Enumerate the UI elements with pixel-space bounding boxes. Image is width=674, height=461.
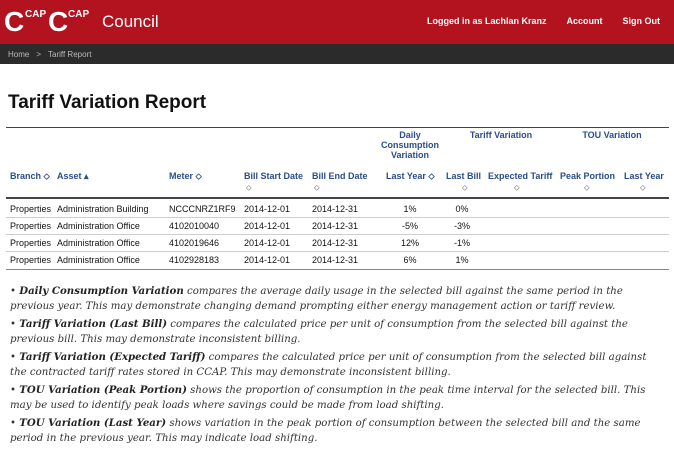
sort-icon[interactable]: ⬦ (246, 183, 252, 192)
sign-out-link[interactable]: Sign Out (622, 16, 661, 26)
column-header-asset[interactable]: Asset ▴ (57, 171, 89, 181)
cell-daily-last-year: 12% (400, 238, 419, 248)
column-header-meter-label: Meter (169, 171, 194, 181)
cell-branch: Properties (10, 221, 52, 231)
user-nav: Logged in as Lachlan Kranz Account Sign … (427, 16, 660, 26)
note-term: TOU Variation (Peak Portion) (19, 384, 187, 396)
cell-bill-end: 2014-12-31 (312, 221, 359, 231)
cell-asset: Administration Office (57, 221, 140, 231)
table-bottom-border (6, 269, 669, 270)
column-header-expected-tariff[interactable]: Expected Tariff (488, 171, 553, 181)
sort-icon[interactable]: ⬦ (584, 183, 590, 192)
logo-letter: C (4, 6, 25, 37)
sort-ascending-icon: ▴ (84, 171, 89, 181)
cell-bill-start: 2014-12-01 (244, 221, 291, 231)
cell-meter: NCCCNRZ1RF9 (169, 204, 236, 214)
note-term: Tariff Variation (Last Bill) (19, 318, 168, 330)
page-title: Tariff Variation Report (8, 92, 207, 113)
logo-letter: C (48, 6, 69, 37)
table-top-border (6, 127, 669, 128)
column-header-branch[interactable]: Branch ⬦ (10, 171, 50, 181)
cell-bill-start: 2014-12-01 (244, 238, 291, 248)
column-header-meter[interactable]: Meter ⬦ (169, 171, 202, 181)
cell-daily-last-year: 1% (403, 204, 417, 214)
sort-icon[interactable]: ⬦ (462, 183, 468, 192)
app-title: Council (102, 12, 159, 31)
row-divider (6, 234, 669, 235)
note-item: • Tariff Variation (Last Bill) compares … (10, 318, 628, 345)
cell-last-bill: 1% (455, 255, 469, 265)
column-header-last-bill[interactable]: Last Bill (446, 171, 482, 181)
row-divider (6, 251, 669, 252)
note-text: shows the proportion of consumption in t… (10, 385, 646, 411)
cell-bill-end: 2014-12-31 (312, 255, 359, 265)
cell-branch: Properties (10, 255, 52, 265)
sort-icon[interactable]: ⬦ (514, 183, 520, 192)
note-text: shows variation in the peak portion of c… (10, 418, 641, 444)
ccap-logo[interactable]: C CAP C CAP (4, 4, 94, 40)
note-item: • TOU Variation (Last Year) shows variat… (10, 417, 641, 444)
note-term: TOU Variation (Last Year) (19, 417, 167, 429)
cell-bill-start: 2014-12-01 (244, 255, 291, 265)
column-header-branch-label: Branch (10, 171, 42, 181)
breadcrumb-current: Tariff Report (48, 50, 92, 59)
cell-last-bill: 0% (455, 204, 469, 214)
logo-superscript: CAP (25, 9, 47, 20)
cell-last-bill: -1% (453, 238, 470, 248)
cell-bill-end: 2014-12-31 (312, 204, 359, 214)
account-link[interactable]: Account (566, 16, 603, 26)
column-header-daily-last-year[interactable]: Last Year ⬦ (386, 171, 435, 181)
cell-asset: Administration Office (57, 238, 140, 248)
group-header-tou-variation: TOU Variation (582, 130, 642, 140)
logged-in-user: Logged in as Lachlan Kranz (426, 16, 547, 26)
note-term: Tariff Variation (Expected Tariff) (19, 351, 206, 363)
cell-meter: 4102928183 (169, 255, 220, 265)
cell-meter: 4102010040 (169, 221, 220, 231)
column-header-daily-last-year-label: Last Year (386, 171, 426, 181)
column-header-asset-label: Asset (57, 171, 82, 181)
cell-branch: Properties (10, 204, 52, 214)
cell-last-bill: -3% (453, 221, 470, 231)
report-notes: • Daily Consumption Variation compares t… (10, 284, 665, 449)
breadcrumb: Home > Tariff Report (0, 44, 674, 64)
note-text: compares the average daily usage in the … (10, 286, 623, 312)
column-header-peak-portion[interactable]: Peak Portion (560, 171, 616, 181)
cell-daily-last-year: -5% (401, 221, 418, 231)
breadcrumb-home-link[interactable]: Home (8, 50, 30, 59)
top-header-bar: C CAP C CAP Council Logged in as Lachlan… (0, 0, 674, 44)
sort-icon: ⬦ (195, 171, 202, 181)
cell-meter: 4102019646 (169, 238, 220, 248)
breadcrumb-separator: > (36, 50, 42, 59)
column-header-bill-start-date[interactable]: Bill Start Date (244, 171, 304, 181)
cell-bill-start: 2014-12-01 (244, 204, 291, 214)
note-item: • TOU Variation (Peak Portion) shows the… (10, 384, 646, 411)
note-term: Daily Consumption Variation (19, 285, 184, 297)
column-header-tou-last-year[interactable]: Last Year (624, 171, 664, 181)
table-header-border (6, 197, 669, 199)
cell-asset: Administration Office (57, 255, 140, 265)
column-header-bill-end-date[interactable]: Bill End Date (312, 171, 368, 181)
note-text: compares the calculated price per unit o… (10, 319, 628, 345)
sort-icon[interactable]: ⬦ (640, 183, 646, 192)
note-text: compares the calculated price per unit o… (10, 352, 647, 378)
cell-bill-end: 2014-12-31 (312, 238, 359, 248)
group-header-daily-consumption: Daily Consumption Variation (381, 130, 439, 160)
logo-superscript: CAP (68, 9, 90, 20)
note-item: • Tariff Variation (Expected Tariff) com… (10, 351, 647, 378)
cell-branch: Properties (10, 238, 52, 248)
sort-icon: ⬦ (428, 171, 435, 181)
sort-icon[interactable]: ⬦ (314, 183, 320, 192)
group-header-tariff-variation: Tariff Variation (469, 130, 533, 140)
sort-icon: ⬦ (43, 171, 50, 181)
cell-daily-last-year: 6% (403, 255, 417, 265)
row-divider (6, 217, 669, 218)
cell-asset: Administration Building (57, 204, 149, 214)
note-item: • Daily Consumption Variation compares t… (10, 285, 623, 312)
